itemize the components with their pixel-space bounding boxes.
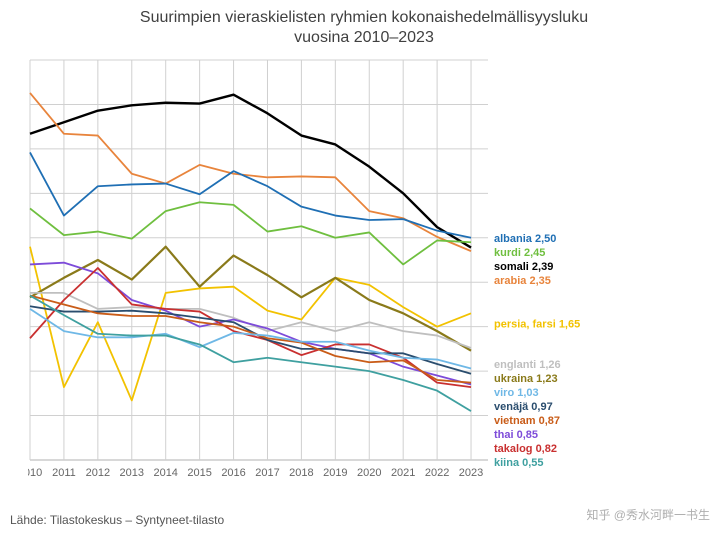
x-tick-label: 2022 xyxy=(425,467,449,479)
x-tick-label: 2011 xyxy=(52,467,76,479)
series-label-venaja: venäjä 0,97 xyxy=(494,401,553,413)
x-tick-label: 2014 xyxy=(153,467,177,479)
title-line-2: vuosina 2010–2023 xyxy=(294,29,434,46)
x-tick-labels: 2010 2011 2012 2013 2014 2015 2016 2017 2018 2019… xyxy=(28,467,483,479)
chart-container: Suurimpien vieraskielisten ryhmien kokon… xyxy=(0,0,728,533)
x-tick-label: 2010 xyxy=(28,467,42,479)
series-label-vietnam: vietnam 0,87 xyxy=(494,415,560,427)
x-tick-label: 2019 xyxy=(323,467,347,479)
x-tick-label: 2013 xyxy=(120,467,144,479)
x-tick-label: 2016 xyxy=(221,467,245,479)
series-label-somali: somali 2,39 xyxy=(494,261,553,273)
series-label-englanti: englanti 1,26 xyxy=(494,359,561,371)
title-line-1: Suurimpien vieraskielisten ryhmien kokon… xyxy=(140,9,588,26)
x-tick-label: 2020 xyxy=(357,467,381,479)
series-label-arabia: arabia 2,35 xyxy=(494,275,551,287)
source-label: Lähde: Tilastokeskus – Syntyneet-tilasto xyxy=(10,513,224,527)
x-tick-label: 2015 xyxy=(187,467,211,479)
series-line-venaja xyxy=(30,306,471,374)
series-label-thai: thai 0,85 xyxy=(494,429,538,441)
series-line-englanti xyxy=(30,293,471,348)
series-line-somali xyxy=(30,95,471,248)
series-label-ukraina: ukraina 1,23 xyxy=(494,373,558,385)
series-label-persia: persia, farsi 1,65 xyxy=(494,318,580,330)
watermark: 知乎 @秀水河畔一书生 xyxy=(586,506,710,523)
chart-title: Suurimpien vieraskielisten ryhmien kokon… xyxy=(0,8,728,48)
series-lines xyxy=(30,93,471,411)
series-label-kurdi: kurdi 2,45 xyxy=(494,247,545,259)
series-label-kiina: kiina 0,55 xyxy=(494,457,544,469)
series-end-labels: albania 2,50 kurdi 2,45 somali 2,39 arabia … xyxy=(494,233,580,469)
x-tick-label: 2023 xyxy=(459,467,483,479)
x-tick-label: 2021 xyxy=(391,467,415,479)
series-label-albania: albania 2,50 xyxy=(494,233,556,245)
x-tick-label: 2012 xyxy=(86,467,110,479)
series-line-arabia xyxy=(30,93,471,251)
series-label-viro: viro 1,03 xyxy=(494,387,539,399)
series-line-takalog xyxy=(30,268,471,387)
series-label-takalog: takalog 0,82 xyxy=(494,443,557,455)
plot-area: 0,000,501,001,502,002,503,003,504,004,50… xyxy=(28,55,608,490)
x-tick-label: 2017 xyxy=(255,467,279,479)
x-tick-label: 2018 xyxy=(289,467,313,479)
series-line-kurdi xyxy=(30,202,471,264)
